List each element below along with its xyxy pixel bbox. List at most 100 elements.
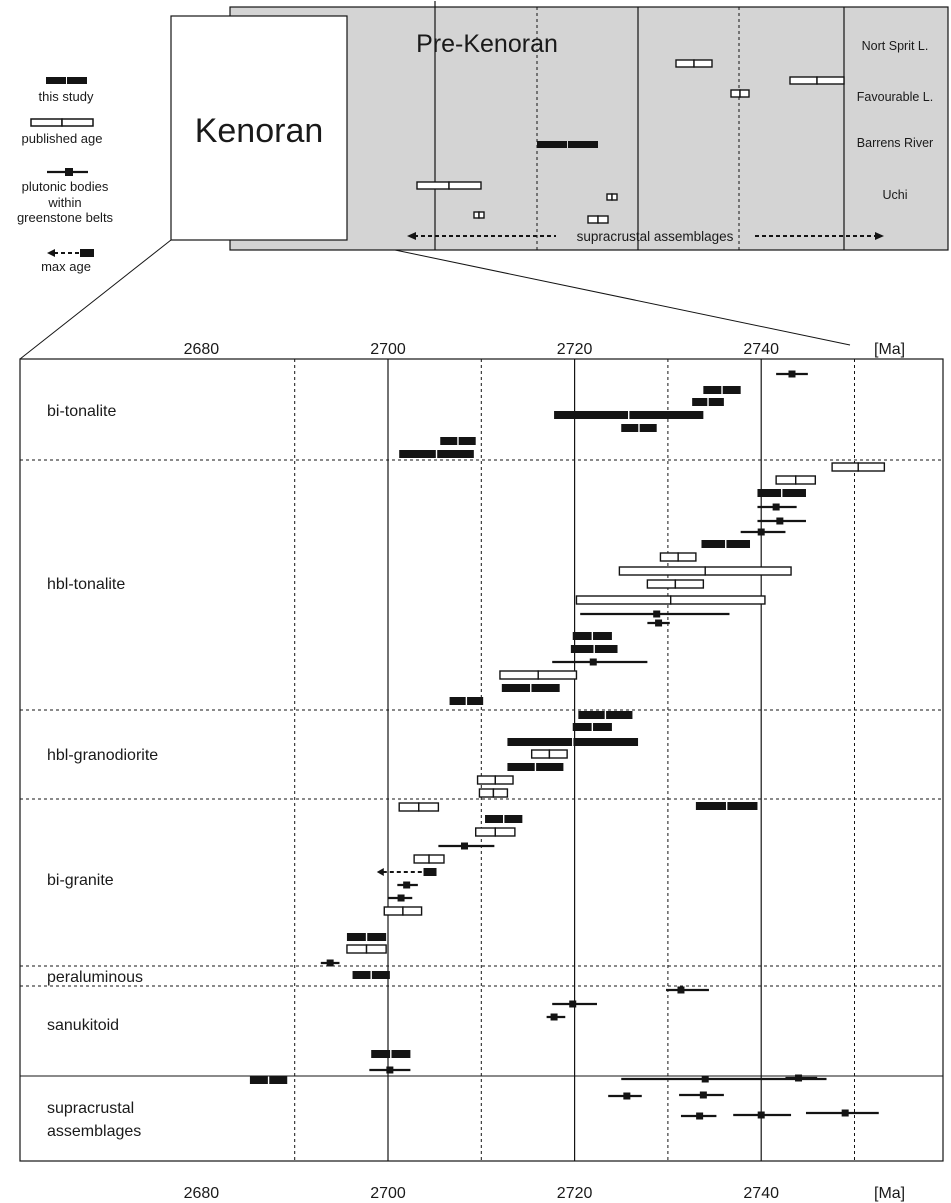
age-bar-plutonic — [666, 986, 709, 994]
age-bar-max-age — [376, 868, 437, 876]
age-bar-this-study — [352, 971, 390, 979]
age-bar-plutonic — [608, 1092, 642, 1100]
group-label-6: supracrustal — [47, 1100, 134, 1117]
age-bar-this-study — [578, 711, 633, 719]
age-bar-this-study — [501, 684, 560, 692]
group-label-5: sanukitoid — [47, 1017, 119, 1034]
age-bar-this-study — [449, 697, 484, 705]
legend-this-study-label: this study — [39, 89, 94, 104]
top-bar-uchi-3 — [473, 211, 485, 219]
age-bar-plutonic — [552, 658, 648, 666]
bottom-tick-labels: 2680 2700 2720 2740 — [184, 1185, 779, 1202]
age-bar-plutonic — [320, 959, 340, 967]
age-bar-plutonic — [733, 1111, 792, 1119]
terrane-uchi: Uchi — [882, 188, 907, 202]
legend-plutonic-symbol — [47, 168, 88, 176]
group-separators — [20, 459, 943, 1077]
age-bars — [249, 370, 886, 1120]
age-bar-plutonic — [680, 1112, 717, 1120]
age-bar-published — [618, 566, 792, 576]
zoom-line-right — [394, 249, 851, 346]
age-bar-this-study — [692, 398, 724, 406]
age-bar-this-study — [346, 933, 387, 941]
age-bar-plutonic — [388, 894, 413, 902]
legend-max-age-symbol — [47, 249, 94, 257]
age-bar-published — [831, 462, 886, 472]
age-bar-published — [476, 775, 514, 785]
top-bar-favourable-2 — [730, 89, 750, 98]
x-unit-bottom: [Ma] — [874, 1185, 905, 1202]
legend-plutonic-line-3: greenstone belts — [17, 210, 114, 225]
age-bar-this-study — [757, 489, 806, 497]
age-bar-this-study — [507, 738, 639, 746]
age-bar-published — [475, 827, 516, 837]
age-bar-this-study — [572, 723, 612, 731]
top-bar-favourable-1 — [789, 76, 845, 85]
tick-label-top: 2700 — [370, 341, 406, 358]
legend-published-label: published age — [22, 131, 103, 146]
top-bar-barrens-river — [537, 141, 598, 148]
age-bar-plutonic — [757, 503, 797, 511]
age-bar-this-study — [399, 450, 474, 458]
age-bar-published — [646, 579, 705, 589]
age-bar-published — [383, 906, 423, 916]
chart-frame — [19, 358, 944, 1162]
age-bar-published — [346, 944, 387, 954]
age-bar-this-study — [570, 645, 618, 653]
tick-label-bottom: 2720 — [557, 1185, 593, 1202]
age-bar-published — [413, 854, 445, 864]
legend: this study published age plutonic bodies… — [17, 77, 114, 274]
tick-label-top: 2720 — [557, 341, 593, 358]
terrane-favourable: Favourable L. — [857, 90, 933, 104]
age-bar-this-study — [371, 1050, 411, 1058]
age-bar-plutonic — [647, 619, 670, 627]
group-label-6: assemblages — [47, 1123, 141, 1140]
age-bar-this-study — [572, 632, 612, 640]
group-label-2: hbl-granodiorite — [47, 747, 158, 764]
top-tick-labels: 2680 2700 2720 2740 — [184, 341, 779, 358]
age-bar-published — [478, 788, 509, 798]
age-bar-published — [575, 595, 766, 605]
top-bar-uchi-1 — [416, 181, 482, 190]
age-bar-this-study — [440, 437, 476, 445]
supracrustal-label: supracrustal assemblages — [577, 229, 734, 244]
age-bar-plutonic — [679, 1091, 724, 1099]
age-bar-this-study — [554, 411, 704, 419]
age-bar-plutonic — [397, 881, 418, 889]
age-bar-plutonic — [757, 517, 806, 525]
pre-kenoran-label: Pre-Kenoran — [416, 30, 558, 58]
age-bar-this-study — [621, 424, 657, 432]
group-labels: bi-tonalite hbl-tonalite hbl-granodiorite b… — [47, 403, 158, 1140]
tick-label-top: 2680 — [184, 341, 220, 358]
group-label-3: bi-granite — [47, 872, 114, 889]
top-bar-nort-sprit — [675, 59, 713, 68]
kenoran-label: Kenoran — [195, 112, 324, 150]
top-panel: Kenoran Pre-Kenoran Nort Sprit L. Favour… — [170, 1, 949, 251]
terrane-nort-sprit: Nort Sprit L. — [862, 39, 929, 53]
group-label-4: peraluminous — [47, 969, 143, 986]
tick-label-bottom: 2700 — [370, 1185, 406, 1202]
x-unit-top: [Ma] — [874, 341, 905, 358]
age-bar-plutonic — [785, 1074, 818, 1082]
age-bar-this-study — [507, 763, 564, 771]
age-bar-this-study — [703, 386, 741, 394]
age-bar-plutonic — [369, 1066, 411, 1074]
age-bar-plutonic — [805, 1109, 879, 1117]
chart-grid — [294, 359, 855, 1161]
age-bar-this-study — [701, 540, 751, 548]
supracrustal-arrow — [407, 232, 884, 240]
age-bar-published — [530, 749, 568, 759]
age-bar-published — [659, 552, 697, 562]
top-bar-uchi-2 — [606, 193, 618, 201]
age-bar-plutonic — [580, 610, 730, 618]
age-bar-plutonic — [552, 1000, 597, 1008]
legend-this-study-symbol — [46, 77, 87, 84]
main-chart: 2680 2700 2720 2740 2680 2700 2720 2740 bi-ton… — [19, 341, 944, 1202]
tick-label-bottom: 2740 — [743, 1185, 779, 1202]
legend-plutonic-line-2: within — [47, 195, 81, 210]
age-bar-published — [398, 802, 440, 812]
age-bar-published — [499, 670, 578, 680]
tick-label-bottom: 2680 — [184, 1185, 220, 1202]
legend-published-symbol — [30, 118, 94, 127]
